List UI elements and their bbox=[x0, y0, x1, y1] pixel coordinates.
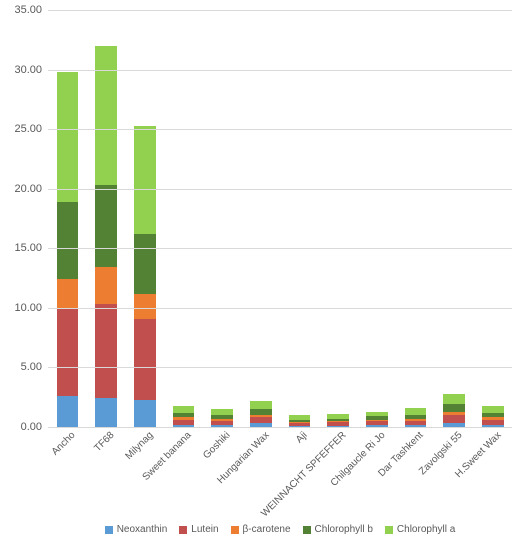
legend-label: Chlorophyll b bbox=[315, 524, 373, 535]
bar-segment bbox=[95, 185, 117, 267]
legend-item: Neoxanthin bbox=[105, 524, 168, 535]
y-axis-label: 35.00 bbox=[14, 4, 48, 16]
stacked-bar bbox=[211, 10, 233, 427]
bar-segment bbox=[95, 267, 117, 304]
bar-segment bbox=[134, 319, 156, 400]
bar-slot: Goshiki bbox=[203, 10, 242, 427]
stacked-bar bbox=[482, 10, 504, 427]
stacked-bar bbox=[57, 10, 79, 427]
gridline bbox=[48, 129, 512, 130]
stacked-bar bbox=[443, 10, 465, 427]
bar-segment bbox=[443, 415, 465, 423]
legend-swatch bbox=[385, 526, 393, 534]
bar-segment bbox=[173, 406, 195, 413]
bar-slot: Chilgaucle Ri Jo bbox=[357, 10, 396, 427]
bar-segment bbox=[134, 400, 156, 427]
legend-item: β-carotene bbox=[231, 524, 291, 535]
bar-slot: WEINNACHT SPFEFFER bbox=[319, 10, 358, 427]
bar-segment bbox=[57, 396, 79, 427]
legend-item: Chlorophyll a bbox=[385, 524, 455, 535]
bar-segment bbox=[134, 234, 156, 294]
bar-segment bbox=[482, 406, 504, 413]
bar-slot: Hungarian Wax bbox=[241, 10, 280, 427]
x-axis-label: Aji bbox=[294, 430, 310, 446]
bar-segment bbox=[443, 404, 465, 411]
gridline bbox=[48, 427, 512, 428]
stacked-bar bbox=[173, 10, 195, 427]
bar-segment bbox=[134, 126, 156, 234]
gridline bbox=[48, 308, 512, 309]
bar-segment bbox=[443, 394, 465, 405]
legend: Neoxanthin Lutein β-carotene Chlorophyll b C… bbox=[48, 524, 512, 535]
legend-label: Chlorophyll a bbox=[397, 524, 455, 535]
stacked-bar bbox=[134, 10, 156, 427]
x-axis-label: Goshiki bbox=[201, 430, 232, 461]
gridline bbox=[48, 248, 512, 249]
bar-segment bbox=[95, 398, 117, 427]
legend-label: Lutein bbox=[191, 524, 218, 535]
bar-segment bbox=[95, 46, 117, 185]
bar-slot: Aji bbox=[280, 10, 319, 427]
legend-swatch bbox=[179, 526, 187, 534]
bar-segment bbox=[57, 72, 79, 202]
stacked-bar bbox=[366, 10, 388, 427]
bar-segment bbox=[57, 308, 79, 396]
bar-slot: Ancho bbox=[48, 10, 87, 427]
y-axis-label: 10.00 bbox=[14, 302, 48, 314]
stacked-bar bbox=[95, 10, 117, 427]
y-axis-label: 30.00 bbox=[14, 64, 48, 76]
bar-segment bbox=[57, 279, 79, 308]
legend-label: β-carotene bbox=[243, 524, 291, 535]
bar-segment bbox=[95, 304, 117, 398]
stacked-bar bbox=[405, 10, 427, 427]
plot-area: AnchoTF68MilynagSweet bananaGoshikiHunga… bbox=[48, 10, 512, 428]
legend-item: Chlorophyll b bbox=[303, 524, 373, 535]
stacked-bar-chart: AnchoTF68MilynagSweet bananaGoshikiHunga… bbox=[0, 0, 527, 543]
bar-segment bbox=[250, 401, 272, 409]
legend-swatch bbox=[105, 526, 113, 534]
bar-segment bbox=[134, 294, 156, 319]
legend-swatch bbox=[231, 526, 239, 534]
legend-label: Neoxanthin bbox=[117, 524, 168, 535]
bar-slot: H.Sweet Wax bbox=[473, 10, 512, 427]
bar-slot: Milynag bbox=[125, 10, 164, 427]
stacked-bar bbox=[250, 10, 272, 427]
y-axis-label: 0.00 bbox=[21, 421, 48, 433]
stacked-bar bbox=[289, 10, 311, 427]
gridline bbox=[48, 70, 512, 71]
x-axis-label: Milynag bbox=[123, 430, 155, 462]
gridline bbox=[48, 189, 512, 190]
bar-slot: Dar Tashkent bbox=[396, 10, 435, 427]
legend-item: Lutein bbox=[179, 524, 218, 535]
x-axis-label: TF68 bbox=[92, 430, 116, 454]
bar-slot: Sweet banana bbox=[164, 10, 203, 427]
y-axis-label: 20.00 bbox=[14, 183, 48, 195]
y-axis-label: 25.00 bbox=[14, 123, 48, 135]
bar-slot: TF68 bbox=[87, 10, 126, 427]
gridline bbox=[48, 10, 512, 11]
x-axis-label: Ancho bbox=[50, 430, 78, 458]
gridline bbox=[48, 367, 512, 368]
bars-area: AnchoTF68MilynagSweet bananaGoshikiHunga… bbox=[48, 10, 512, 427]
legend-swatch bbox=[303, 526, 311, 534]
bar-slot: Zavolgski 55 bbox=[435, 10, 474, 427]
y-axis-label: 15.00 bbox=[14, 242, 48, 254]
bar-segment bbox=[57, 202, 79, 279]
bar-segment bbox=[405, 408, 427, 415]
y-axis-label: 5.00 bbox=[21, 361, 48, 373]
stacked-bar bbox=[327, 10, 349, 427]
